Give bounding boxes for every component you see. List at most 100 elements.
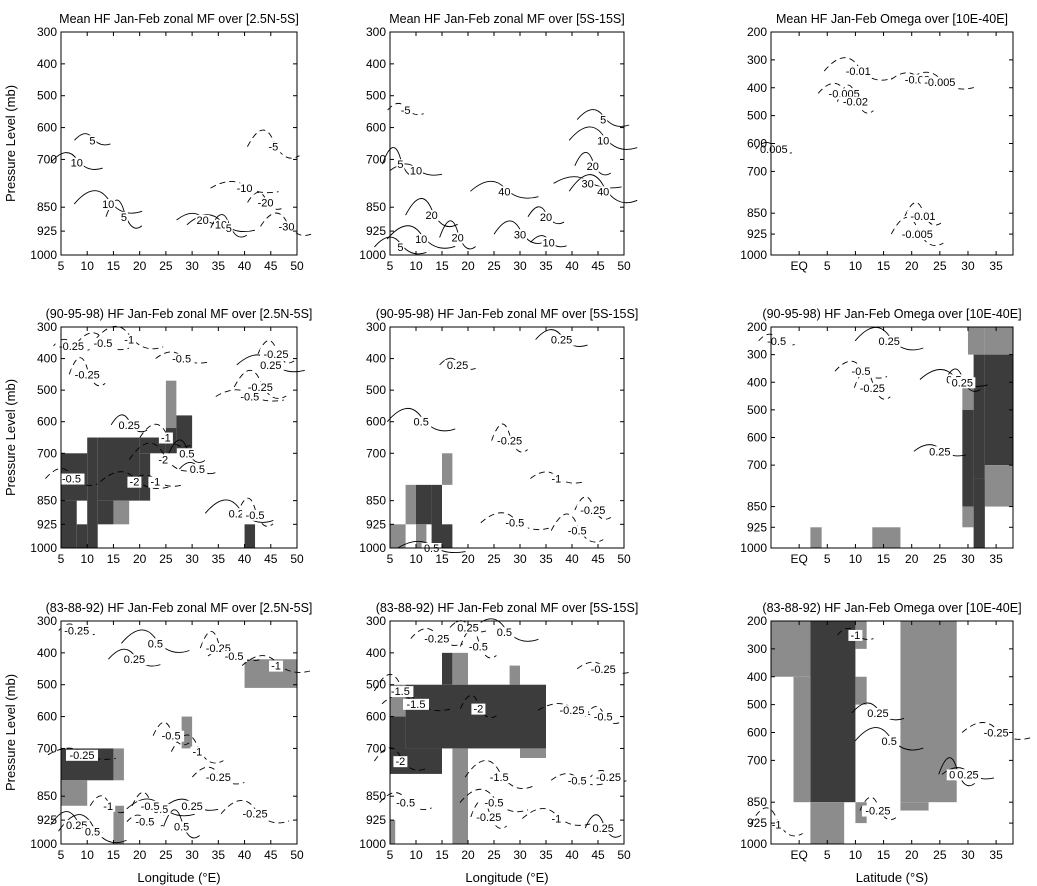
label-halo bbox=[757, 144, 790, 156]
y-tick-label: 850 bbox=[747, 206, 767, 220]
shaded-cell bbox=[113, 748, 124, 781]
label-halo bbox=[848, 629, 863, 641]
y-tick-label: 500 bbox=[366, 89, 386, 103]
x-tick-labels: 5 10 15 20 25 30 35 40 45 50 bbox=[58, 327, 304, 566]
x-axis-label: Latitude (°S) bbox=[856, 870, 928, 885]
y-tick-label: 850 bbox=[747, 795, 767, 809]
y-tick-label: 300 bbox=[37, 320, 57, 334]
plot-frame bbox=[770, 31, 1014, 256]
x-tick-label: 15 bbox=[877, 552, 891, 566]
contour-value-label: -0.25 bbox=[596, 772, 621, 784]
contour-value-label: 0.5 bbox=[85, 826, 100, 838]
y-tick-label: 400 bbox=[366, 352, 386, 366]
x-tick-label: 30 bbox=[961, 848, 975, 862]
contour-value-label: -0.02 bbox=[843, 97, 868, 109]
x-tick-label: 5 bbox=[58, 848, 65, 862]
significance-shading bbox=[390, 652, 546, 844]
x-tick-label: 10 bbox=[81, 552, 95, 566]
panel-title: Mean HF Jan-Feb zonal MF over [5S-15S] bbox=[389, 12, 625, 26]
label-halo bbox=[158, 730, 185, 742]
label-halo bbox=[396, 159, 405, 171]
shaded-cell bbox=[872, 527, 901, 548]
y-tick-labels: 200 300 400 500 600 700 850 925 1000 bbox=[740, 614, 1013, 851]
y-tick-label: 700 bbox=[37, 152, 57, 166]
contour-value-label: -0.5 bbox=[246, 510, 265, 522]
x-tick-label: 20 bbox=[133, 552, 147, 566]
label-halo bbox=[901, 74, 934, 86]
contour-value-label: 30 bbox=[581, 178, 593, 190]
y-tick-label: 600 bbox=[37, 710, 57, 724]
y-tick-label: 400 bbox=[37, 57, 57, 71]
shaded-cell bbox=[810, 802, 845, 844]
contour-value-label: -0.5 bbox=[396, 798, 415, 810]
label-halo bbox=[898, 229, 937, 241]
label-halo bbox=[242, 509, 269, 521]
label-halo bbox=[493, 435, 526, 447]
x-tick-label: 15 bbox=[107, 848, 121, 862]
contour-value-label: -0.25 bbox=[206, 772, 231, 784]
positive-contour-line bbox=[938, 757, 976, 787]
y-tick-label: 200 bbox=[747, 614, 767, 628]
label-halo bbox=[260, 348, 293, 360]
y-tick-label: 850 bbox=[37, 789, 57, 803]
label-halo bbox=[69, 157, 84, 169]
contour-value-label: -30 bbox=[279, 221, 295, 233]
x-tick-label: 20 bbox=[905, 259, 919, 273]
y-tick-label: 400 bbox=[747, 670, 767, 684]
x-tick-label: 15 bbox=[435, 552, 449, 566]
contour-value-label: -1.5 bbox=[490, 772, 509, 784]
label-halo bbox=[82, 826, 103, 838]
x-tick-label: 15 bbox=[435, 848, 449, 862]
contour-value-label: 0.25 bbox=[551, 335, 572, 347]
x-tick-label: 45 bbox=[264, 259, 278, 273]
contour-value-label: -0.25 bbox=[984, 728, 1009, 740]
contour-value-label: -0.25 bbox=[591, 664, 616, 676]
y-tick-label: 300 bbox=[747, 642, 767, 656]
label-halo bbox=[549, 813, 564, 825]
contour-value-label: 0.005 bbox=[760, 144, 788, 156]
label-halo bbox=[513, 229, 527, 241]
shaded-cell bbox=[984, 327, 1013, 355]
contour-value-label: 5 bbox=[89, 135, 95, 147]
contour-value-label: -1 bbox=[552, 474, 562, 486]
contour-value-label: 0.25 bbox=[447, 360, 468, 372]
contour-value-label: 20 bbox=[425, 210, 437, 222]
contour-value-label: -2 bbox=[158, 455, 168, 467]
contour-labels: -10.250.50.50.25-0.25-0.25-1 bbox=[769, 629, 1013, 831]
contour-panel-7: -0.250.250.5 -0.25-0.5-1-0.5-1-0.25-10.25… bbox=[30, 601, 312, 862]
shaded-cell bbox=[962, 506, 974, 528]
shaded-cell bbox=[176, 415, 193, 454]
negative-contour-line bbox=[241, 655, 311, 673]
x-tick-labels: 5 10 15 20 25 30 35 40 45 50 bbox=[387, 32, 631, 273]
x-tick-label: EQ bbox=[790, 552, 807, 566]
x-tick-label: 40 bbox=[238, 848, 252, 862]
label-halo bbox=[244, 381, 277, 393]
negative-contour-line bbox=[961, 722, 1031, 740]
y-axis-label: Pressure Level (mb) bbox=[3, 379, 18, 496]
shaded-cell bbox=[390, 716, 406, 755]
x-tick-label: 45 bbox=[591, 848, 605, 862]
contour-value-label: -0.25 bbox=[865, 806, 890, 818]
x-tick-labels: 5 10 15 20 25 30 35 40 45 50 bbox=[387, 621, 631, 862]
x-tick-label: 5 bbox=[387, 848, 394, 862]
label-halo bbox=[168, 353, 195, 365]
negative-contour-line bbox=[233, 370, 287, 399]
negative-contour-line bbox=[128, 442, 198, 472]
label-halo bbox=[541, 237, 556, 249]
y-tick-label: 300 bbox=[366, 320, 386, 334]
label-halo bbox=[879, 735, 900, 747]
x-tick-label: 25 bbox=[933, 259, 947, 273]
x-tick-label: 25 bbox=[159, 552, 173, 566]
label-halo bbox=[137, 800, 164, 812]
negative-contour-line bbox=[68, 357, 106, 387]
y-tick-label: 500 bbox=[37, 89, 57, 103]
y-tick-label: 300 bbox=[366, 614, 386, 628]
contour-value-label: -0.01 bbox=[910, 211, 935, 223]
x-tick-label: 50 bbox=[290, 552, 304, 566]
x-tick-label: 10 bbox=[81, 848, 95, 862]
label-halo bbox=[255, 197, 276, 209]
contour-value-label: 0.5 bbox=[174, 821, 189, 833]
x-tick-label: 5 bbox=[824, 552, 831, 566]
x-tick-labels: EQ 5 10 15 20 25 30 35 bbox=[790, 32, 1003, 273]
y-tick-label: 500 bbox=[37, 383, 57, 397]
